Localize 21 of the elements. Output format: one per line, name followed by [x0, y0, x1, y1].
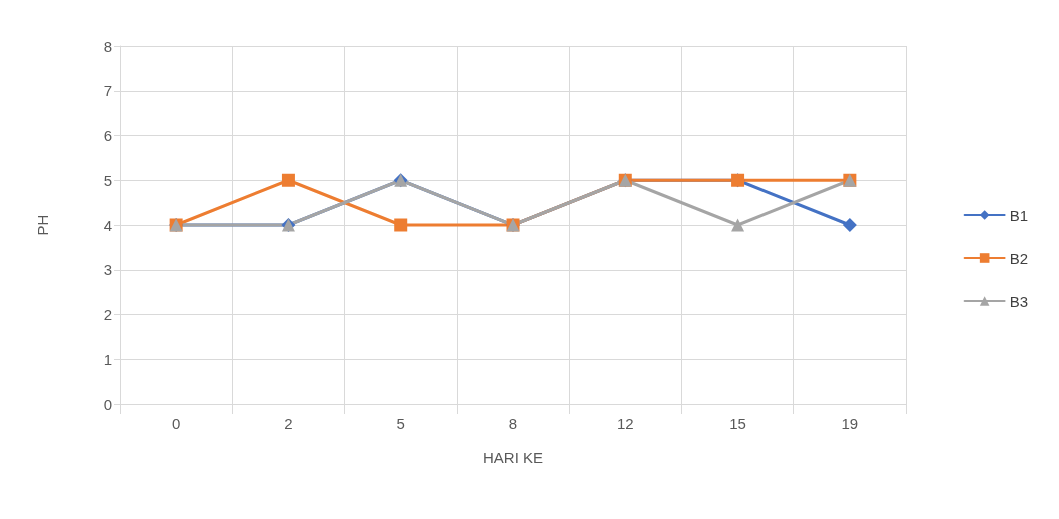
- y-tick-label: 5: [103, 171, 112, 189]
- y-tick-label: 2: [103, 306, 112, 323]
- x-tick-label: 8: [508, 415, 518, 432]
- y-tick-label: 3: [103, 261, 112, 279]
- y-tick-label: 1: [103, 350, 112, 368]
- x-tick-label: 0: [171, 415, 181, 432]
- x-tick-label: 15: [729, 415, 746, 432]
- x-tick-label: 12: [616, 415, 634, 432]
- y-tick-label: 7: [103, 82, 112, 100]
- legend-label: B2: [1009, 249, 1029, 267]
- y-tick-label: 8: [103, 37, 112, 55]
- legend-label: B3: [1009, 292, 1029, 310]
- y-axis-title: PH: [34, 214, 51, 236]
- y-tick-label: 0: [103, 395, 112, 413]
- y-tick-label: 6: [103, 127, 112, 144]
- x-axis-title: HARI KE: [482, 449, 544, 466]
- y-tick-label: 4: [103, 216, 112, 234]
- x-tick-label: 19: [841, 415, 859, 432]
- x-tick-label: 5: [396, 415, 405, 432]
- x-tick-label: 2: [284, 415, 293, 432]
- legend-label: B1: [1009, 206, 1029, 224]
